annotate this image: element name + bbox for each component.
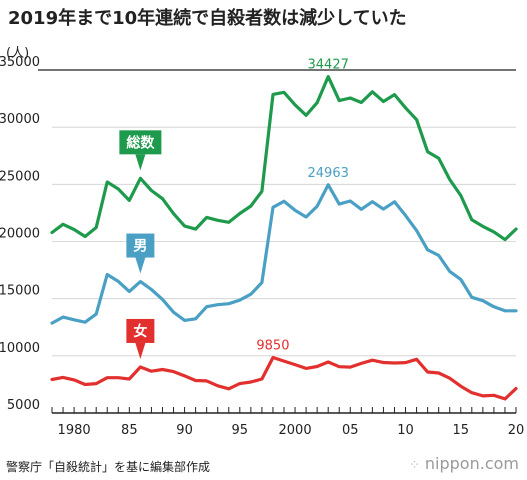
x-tick-label: 95 [232,423,249,438]
legend-badge-label-female: 女 [133,323,147,340]
legend-badge-pointer-female [135,342,146,359]
legend-badge-pointer-male [135,257,146,274]
peak-label-total: 34427 [308,58,349,73]
y-tick-label: 35000 [0,55,40,70]
series-line-male [50,183,518,325]
y-tick-label: 15000 [0,284,40,299]
line-chart: 5000 10000 15000 20000 25000 30000 35000 1980 85… [0,55,525,438]
brand-logo: ⁘ nippon.com [409,454,519,473]
brand-dots-icon: ⁘ [409,458,421,473]
legend-badge-label-total: 総数 [126,134,155,151]
x-tick-label: 90 [176,423,193,438]
legend-badge-label-male: 男 [133,239,147,255]
brand-name: nippon.com [424,454,519,473]
peak-label-female: 9850 [256,339,289,354]
legend-badge-female [126,318,155,343]
y-tick-label: 25000 [0,169,40,184]
y-tick-label: 5000 [7,398,40,413]
y-tick-label: 30000 [0,112,40,127]
legend-badge-total [119,130,162,155]
chart-title: 2019年まで10年連続で自殺者数は減少していた [8,8,407,29]
y-axis-unit: (人) [6,46,30,61]
y-tick-label: 10000 [0,341,40,356]
source-note: 警察庁「自殺統計」を基に編集部作成 [6,460,211,474]
x-tick-label: 85 [121,423,138,438]
peak-label-male: 24963 [308,166,349,181]
series-line-total [50,74,518,242]
legend-badge-pointer-total [135,154,146,171]
y-tick-label: 20000 [0,227,40,242]
x-tick-label: 05 [342,423,359,438]
x-tick-label: 10 [397,423,414,438]
x-tick-label: 15 [452,423,469,438]
series-line-female [50,355,518,401]
x-tick-label: 2000 [279,423,312,438]
x-tick-label: 1980 [58,423,91,438]
legend-badge-male [126,233,155,258]
x-tick-label: 20 [508,423,525,438]
